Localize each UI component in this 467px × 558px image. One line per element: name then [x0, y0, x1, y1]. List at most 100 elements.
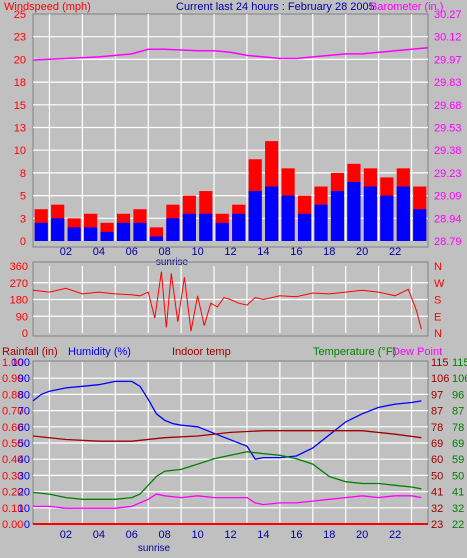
- axis-tick-label: 50: [452, 470, 464, 482]
- axis-tick-label: 20: [18, 487, 30, 499]
- climate-lines: [32, 380, 428, 525]
- windspeed-average-bar: [330, 191, 345, 241]
- x-tick-label: 10: [191, 246, 203, 258]
- axis-tick-label: N: [434, 328, 442, 340]
- windspeed-average-bar: [166, 218, 180, 241]
- axis-tick-label: 3: [20, 213, 26, 225]
- axis-tick-label: 41: [431, 487, 443, 499]
- chart-title: Current last 24 hours : February 28 2005: [176, 1, 375, 13]
- wind-bars: [34, 141, 427, 241]
- axis-tick-label: 0.80: [2, 389, 23, 401]
- axis-tick-label: 0.90: [2, 373, 23, 385]
- axis-tick-label: 96: [452, 389, 464, 401]
- windspeed-average-bar: [265, 186, 279, 241]
- barometer-line: [32, 46, 429, 61]
- axis-tick-label: 78: [452, 422, 464, 434]
- axis-tick-label: 32: [452, 503, 464, 515]
- axis-tick-label: 69: [431, 438, 443, 450]
- axis-tick-label: 0.00: [2, 519, 23, 531]
- windspeed-average-bar: [67, 227, 81, 241]
- axis-tick-label: 40: [18, 454, 30, 466]
- x-tick-label: 14: [257, 246, 269, 258]
- x-tick-label: 06: [126, 246, 138, 258]
- axis-tick-label: 87: [452, 406, 464, 418]
- wind-right-ticks: 30.27 30.12 29.97 29.83 29.68 29.53 29.38 29.23…: [434, 9, 462, 248]
- barometer-axis-label: Barometer (in.): [370, 1, 443, 13]
- axis-tick-label: 0: [24, 519, 30, 531]
- wind-grid: [33, 14, 428, 241]
- windspeed-average-bar: [314, 204, 328, 241]
- windspeed-average-bar: [215, 222, 229, 241]
- axis-tick-label: 30: [18, 470, 30, 482]
- wind-panel: Windspeed (mph) Current last 24 hours : …: [4, 1, 462, 268]
- axis-tick-label: 70: [18, 406, 30, 418]
- windspeed-average-bar: [34, 222, 48, 241]
- axis-tick-label: 29.38: [434, 145, 462, 157]
- axis-tick-label: 13: [14, 123, 26, 135]
- x-tick-label: 06: [126, 529, 138, 541]
- axis-tick-label: 22: [452, 519, 464, 531]
- axis-tick-label: 59: [452, 454, 464, 466]
- x-tick-label: 22: [389, 246, 401, 258]
- axis-tick-label: 97: [431, 389, 443, 401]
- axis-tick-label: 28.94: [434, 213, 462, 225]
- x-tick-label: 20: [356, 246, 368, 258]
- windspeed-average-bar: [413, 209, 427, 241]
- axis-tick-label: 0.60: [2, 422, 23, 434]
- temperature-ticks: 115 106 97 87 78 69 60 50 41 32 23: [431, 357, 449, 531]
- axis-tick-label: 29.97: [434, 54, 462, 66]
- wind-x-ticks: 02 04 06 08 10 12 14 16 18 20 22: [60, 246, 401, 258]
- axis-tick-label: 1.00: [2, 357, 23, 369]
- axis-tick-label: 41: [452, 487, 464, 499]
- axis-tick-label: N: [434, 261, 442, 273]
- axis-tick-label: 8: [20, 168, 26, 180]
- windspeed-average-bar: [363, 186, 377, 241]
- x-tick-label: 10: [191, 529, 203, 541]
- x-tick-label: 04: [93, 529, 105, 541]
- axis-tick-label: 80: [18, 389, 30, 401]
- axis-tick-label: 50: [431, 470, 443, 482]
- axis-tick-label: 5: [20, 191, 26, 203]
- windspeed-average-bar: [380, 195, 394, 241]
- axis-tick-label: 15: [14, 100, 26, 112]
- dewpoint-label: Dew Point: [392, 346, 442, 358]
- axis-tick-label: 106: [452, 373, 467, 385]
- axis-tick-label: 87: [431, 406, 443, 418]
- x-tick-label: 22: [389, 529, 401, 541]
- axis-tick-label: 30.12: [434, 32, 462, 44]
- windspeed-average-bar: [116, 222, 131, 241]
- axis-tick-label: 0: [20, 236, 26, 248]
- axis-tick-label: 0: [22, 328, 28, 340]
- x-tick-label: 08: [159, 529, 171, 541]
- windspeed-average-bar: [281, 195, 295, 241]
- direction-left-ticks: 360 270 180 90 0: [10, 261, 28, 340]
- axis-tick-label: 0.70: [2, 406, 23, 418]
- windspeed-average-bar: [396, 186, 410, 241]
- rainfall-ticks: 1.00 0.90 0.80 0.70 0.60 0.50 0.40 0.30 0.20 0.10…: [2, 357, 23, 531]
- x-tick-label: 04: [93, 246, 105, 258]
- x-tick-label: 20: [356, 529, 368, 541]
- axis-tick-label: 0.10: [2, 503, 23, 515]
- axis-tick-label: 115: [431, 357, 449, 369]
- temperature-axis-label: Temperature (°F): [313, 346, 396, 358]
- x-tick-label: 02: [60, 246, 72, 258]
- axis-tick-label: 69: [452, 438, 464, 450]
- climate-x-ticks: 02 04 06 08 10 12 14 16 18 20 22: [60, 529, 401, 541]
- rainfall-axis-label: Rainfall (in): [2, 346, 58, 358]
- x-tick-label: 16: [290, 246, 302, 258]
- axis-tick-label: S: [434, 295, 441, 307]
- windspeed-average-bar: [149, 236, 164, 241]
- axis-tick-label: 90: [18, 373, 30, 385]
- x-tick-label: 16: [290, 529, 302, 541]
- windspeed-average-bar: [248, 191, 262, 241]
- direction-lines: [32, 271, 422, 332]
- wind-lines: [32, 46, 429, 61]
- axis-tick-label: 360: [10, 261, 28, 273]
- temperature-line: [32, 451, 422, 500]
- x-tick-label: 02: [60, 529, 72, 541]
- windspeed-average-bar: [84, 227, 98, 241]
- x-tick-label: 12: [224, 529, 236, 541]
